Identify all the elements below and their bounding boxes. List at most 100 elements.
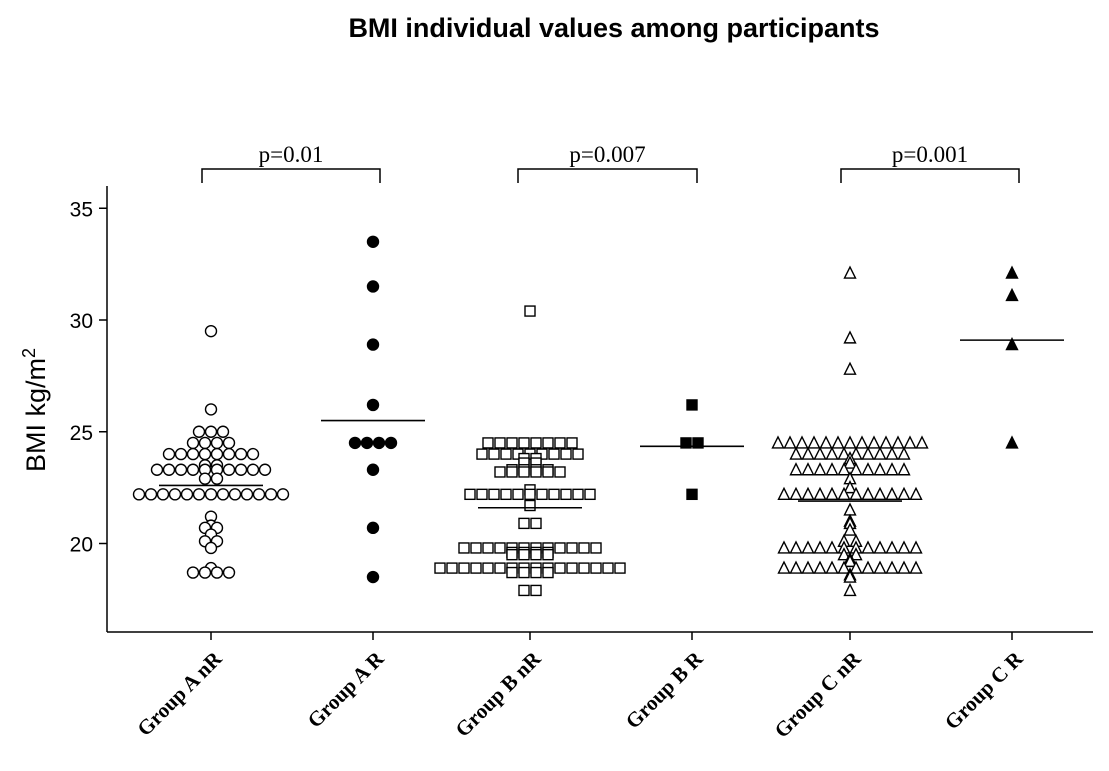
data-point-circle: [372, 436, 386, 450]
data-point-triangle: [1005, 337, 1019, 351]
data-point-triangle: [825, 462, 839, 476]
data-point-square: [548, 488, 560, 501]
data-point-square: [566, 437, 578, 449]
data-point-triangle: [813, 540, 827, 554]
y-axis-label-superscript: 2: [19, 348, 39, 358]
data-point-triangle: [795, 435, 809, 449]
data-point-circle: [252, 488, 266, 501]
data-point-triangle: [807, 435, 821, 449]
data-point-square: [512, 488, 524, 501]
data-point-triangle: [843, 265, 857, 279]
data-point-square: [524, 488, 536, 501]
data-point-triangle: [831, 435, 845, 449]
data-point-circle: [204, 541, 218, 555]
data-point-circle: [384, 436, 398, 450]
data-point-circle: [162, 463, 176, 476]
data-point-triangle: [843, 361, 857, 375]
data-point-triangle: [813, 486, 827, 501]
data-point-square: [548, 448, 560, 460]
x-tick-label: Group A nR: [132, 646, 227, 741]
data-point-triangle: [879, 435, 893, 449]
data-point-triangle: [777, 560, 791, 574]
significance-bracket: [840, 168, 1020, 183]
data-point-triangle: [849, 547, 863, 561]
data-point-triangle: [771, 435, 785, 449]
data-point-triangle: [825, 446, 839, 460]
data-point-square: [536, 488, 548, 501]
data-point-square: [524, 499, 536, 512]
data-point-circle: [180, 488, 194, 501]
data-point-triangle: [891, 435, 905, 449]
data-point-circle: [234, 463, 248, 476]
data-point-square: [518, 517, 530, 530]
data-point-triangle: [843, 455, 857, 469]
data-point-triangle: [819, 435, 833, 449]
significance-bracket: [517, 168, 698, 183]
data-point-square: [542, 437, 554, 449]
data-point-triangle: [909, 560, 923, 574]
data-point-square: [686, 399, 698, 411]
data-point-triangle: [801, 540, 815, 554]
data-point-triangle: [897, 446, 911, 460]
data-point-triangle: [825, 486, 839, 501]
data-point-triangle: [915, 435, 929, 449]
data-point-triangle: [849, 486, 863, 501]
data-point-triangle: [843, 480, 857, 494]
data-point-triangle: [885, 446, 899, 460]
data-point-circle: [156, 488, 170, 501]
data-point-circle: [246, 447, 260, 461]
data-point-triangle: [873, 462, 887, 476]
data-point-circle: [276, 488, 290, 501]
data-point-triangle: [801, 486, 815, 501]
data-point-circle: [174, 447, 188, 461]
y-axis-ticks: 20 25 30 35: [70, 198, 107, 557]
data-point-triangle: [897, 560, 911, 574]
data-point-circle: [204, 403, 218, 416]
data-point-triangle: [801, 462, 815, 476]
x-axis-ticks: Group A nR Group A R Group B nR Group B R Gr…: [132, 632, 1028, 742]
data-point-triangle: [843, 330, 857, 344]
data-point-square: [554, 437, 566, 449]
data-point-circle: [222, 566, 236, 579]
data-point-circle: [210, 436, 224, 450]
data-point-circle: [186, 436, 200, 450]
data-point-circle: [360, 436, 374, 450]
significance-brackets: p=0.01 p=0.007 p=0.001: [201, 142, 1020, 183]
data-point-triangle: [861, 560, 875, 574]
data-point-triangle: [843, 582, 857, 597]
data-point-triangle: [873, 486, 887, 501]
data-point-square: [518, 566, 530, 579]
data-point-square: [554, 562, 566, 574]
data-point-square: [590, 562, 602, 574]
data-point-triangle: [801, 446, 815, 460]
data-point-circle: [240, 488, 254, 501]
data-point-triangle: [837, 560, 851, 574]
data-point-square: [692, 437, 704, 449]
data-point-triangle: [825, 560, 839, 574]
data-point-square: [554, 542, 566, 554]
data-point-triangle: [1005, 287, 1019, 302]
data-point-triangle: [873, 560, 887, 574]
data-point-circle: [222, 436, 236, 450]
data-point-triangle: [909, 540, 923, 554]
data-point-triangle: [783, 435, 797, 449]
data-point-circle: [186, 463, 200, 476]
data-point-circle: [234, 447, 248, 461]
x-tick-label: Group C nR: [770, 646, 867, 743]
data-point-triangle: [801, 560, 815, 574]
x-tick-label: Group C R: [940, 646, 1028, 734]
data-point-triangle: [843, 502, 857, 516]
data-point-circle: [216, 488, 230, 501]
y-axis-label-text: BMI kg/m: [21, 358, 51, 472]
data-point-square: [518, 437, 530, 449]
data-point-square: [482, 437, 494, 449]
data-point-square: [530, 584, 542, 597]
data-point-square: [446, 562, 458, 574]
data-point-triangle: [837, 547, 851, 561]
data-point-square: [518, 466, 530, 478]
data-point-triangle: [861, 540, 875, 554]
data-point-circle: [228, 488, 242, 501]
data-point-square: [458, 562, 470, 574]
data-point-circle: [258, 463, 272, 476]
data-point-triangle: [1005, 435, 1019, 449]
